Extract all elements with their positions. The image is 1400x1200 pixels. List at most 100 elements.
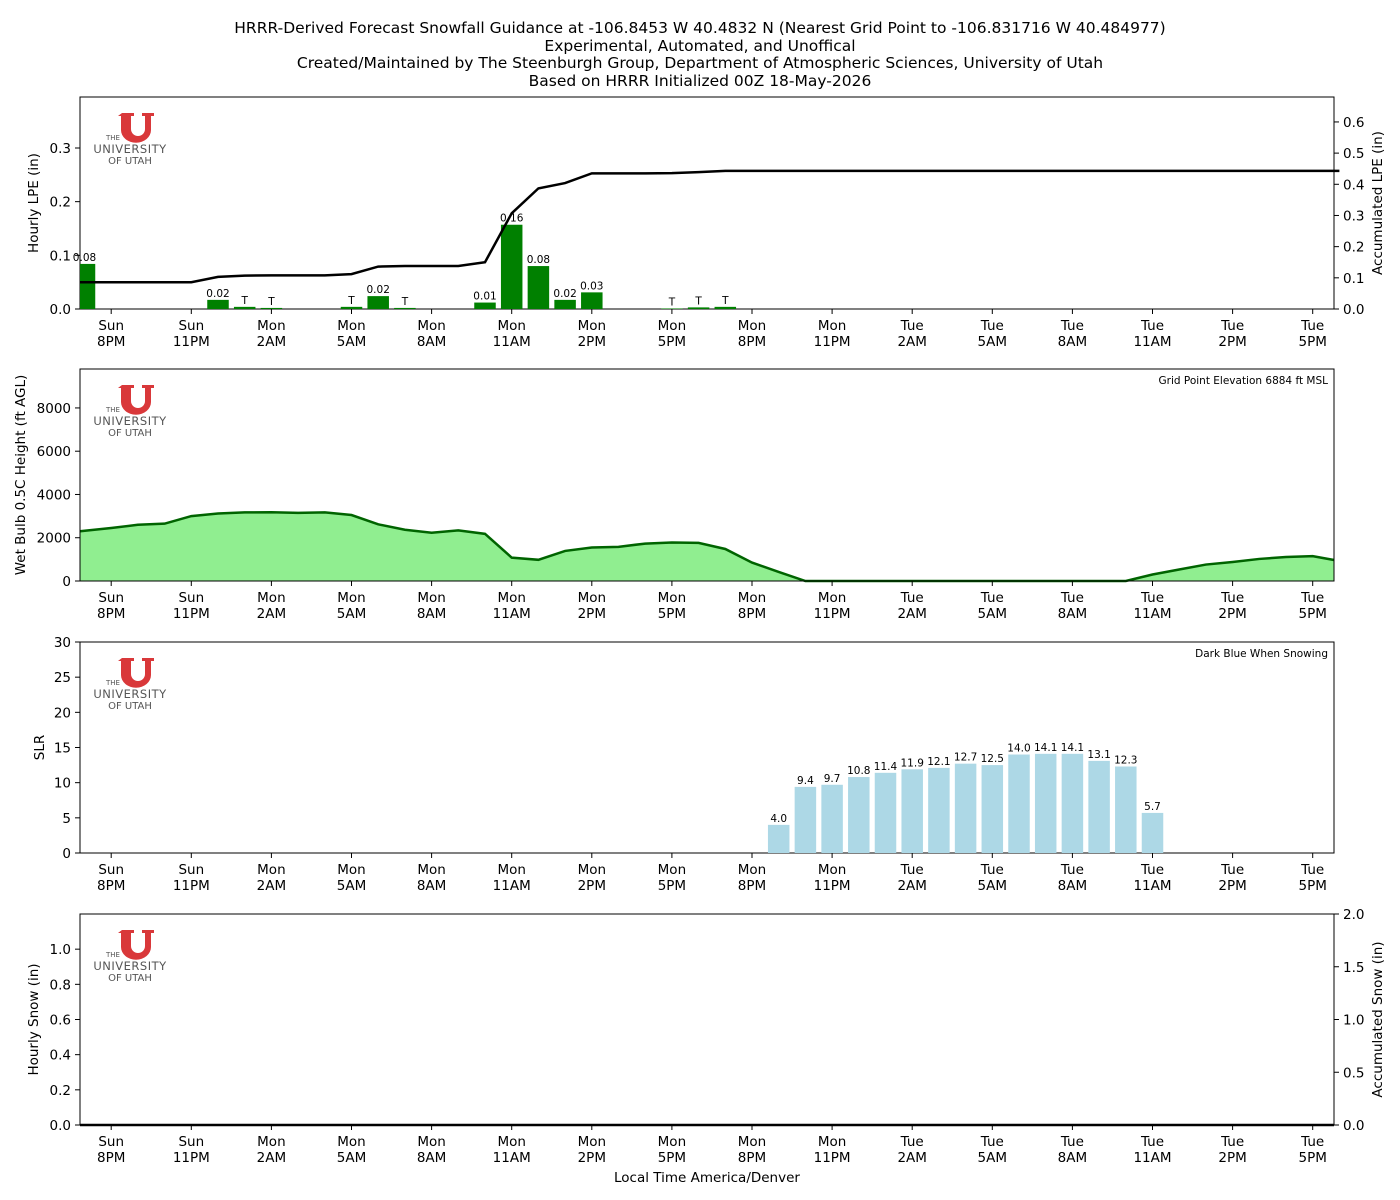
lpe-x-tick-label: Tue [980,318,1004,334]
lpe-bar [714,306,737,309]
slr-x-tick-label: 2PM [578,878,606,894]
lpe-x-tick-label: Mon [578,318,606,334]
snow-x-tick-label: 11PM [173,1150,210,1166]
slr-bar [1115,766,1137,853]
lpe-x-tick-label: Tue [900,318,924,334]
slr-x-tick-label: 8PM [97,878,125,894]
logo-text-university: UNIVERSITY [93,959,167,973]
logo-text-university: UNIVERSITY [93,414,167,428]
slr-x-tick-label: 8AM [417,878,446,894]
slr-x-tick-label: 2AM [897,878,926,894]
wetbulb-x-tick-label: Mon [738,590,766,606]
slr-x-tick-label: Tue [900,862,924,878]
slr-bar-label: 9.7 [824,773,841,785]
accumulated-lpe-line [80,169,1340,284]
wetbulb-x-tick-label: Mon [818,590,846,606]
snow-x-tick-label: Mon [417,1134,445,1150]
figure-title-line-3: Created/Maintained by The Steenburgh Gro… [296,54,1104,72]
lpe-x-tick-label: 11PM [173,334,210,350]
lpe-bar-label: 0.02 [206,288,229,300]
wetbulb-x-tick-label: 2PM [578,606,606,622]
logo-text-the: THE [105,679,120,687]
logo-text-the: THE [105,951,120,959]
lpe-x-tick-label: 2AM [257,334,286,350]
lpe-x-tick-label: Mon [337,318,365,334]
slr-x-tick-label: 5AM [337,878,366,894]
slr-bar [981,765,1004,853]
lpe-x-tick-label: 2AM [897,334,926,350]
figure-title-line-2: Experimental, Automated, and Unoffical [544,36,856,55]
snow-x-tick-label: 2AM [257,1150,286,1166]
slr-y-tick-label: 0 [62,846,71,862]
wetbulb-x-tick-label: Mon [578,590,606,606]
lpe-y-tick-label: 0.0 [50,302,71,318]
snow-x-tick-label: Mon [337,1134,365,1150]
lpe-x-tick-label: Tue [1060,318,1084,334]
dark-blue-when-snowing-annotation: Dark Blue When Snowing [1195,648,1328,660]
lpe-bar-label: T [240,295,248,307]
lpe-y2-tick-label: 0.5 [1343,146,1364,162]
snow-y-tick-label: 0.0 [50,1118,71,1134]
snow-panel-frame [79,913,1335,1126]
slr-x-tick-label: Sun [98,862,124,878]
slr-bar-label: 10.8 [847,765,870,777]
wetbulb-x-tick-label: Tue [980,590,1004,606]
slr-x-tick-label: 5PM [658,878,686,894]
wetbulb-x-tick-label: Sun [178,590,204,606]
snow-y2-tick-label: 2.0 [1343,907,1364,923]
snow-y2-tick-label: 0.5 [1343,1065,1364,1081]
slr-x-tick-label: 11PM [814,878,851,894]
lpe-x-tick-label: 8PM [738,334,766,350]
slr-x-tick-label: Tue [980,862,1004,878]
slr-y-tick-label: 20 [54,705,71,721]
slr-bar [1088,760,1110,853]
block-u-icon [118,930,154,960]
lpe-y-tick-label: 0.3 [50,141,71,157]
slr-bar-label: 12.3 [1114,754,1137,766]
lpe-bar [500,224,523,309]
lpe-y2-tick-label: 0.4 [1343,177,1364,193]
snow-x-tick-label: 11PM [814,1150,851,1166]
wetbulb-x-tick-label: 11PM [173,606,210,622]
snow-x-tick-label: Tue [1220,1134,1244,1150]
slr-bar [794,786,817,853]
wetbulb-x-tick-label: 2PM [1218,606,1246,622]
lpe-x-tick-label: 8AM [1058,334,1087,350]
lpe-x-tick-label: 11PM [814,334,851,350]
slr-x-tick-label: Tue [1060,862,1084,878]
block-u-icon [118,385,154,415]
logo-text-of-utah: OF UTAH [108,156,152,167]
lpe-bar [394,307,416,309]
lpe-bar-label: 0.08 [73,252,96,264]
lpe-bar-label: 0.03 [580,280,603,292]
lpe-bar-label: 0.02 [367,284,390,296]
slr-x-tick-label: Sun [178,862,204,878]
snow-y-tick-label: 0.4 [50,1048,71,1064]
x-axis-label: Local Time America/Denver [614,1170,800,1186]
slr-x-tick-label: Mon [497,862,525,878]
snow-x-tick-label: Tue [1060,1134,1084,1150]
wetbulb-x-tick-label: Tue [1140,590,1164,606]
snow-x-tick-label: 8PM [738,1150,766,1166]
figure-title-line-1: HRRR-Derived Forecast Snowfall Guidance … [234,19,1166,37]
logo-text-of-utah: OF UTAH [108,701,152,712]
lpe-x-tick-label: Tue [1140,318,1164,334]
lpe-bar [661,308,683,309]
snow-x-tick-label: 5PM [658,1150,686,1166]
snow-accumulated-axis-label: Accumulated Snow (in) [1370,941,1386,1097]
lpe-bar [527,266,550,309]
slr-bar-label: 14.0 [1007,743,1030,755]
wetbulb-x-tick-label: 8PM [97,606,125,622]
wetbulb-y-tick-label: 8000 [37,401,71,417]
slr-x-tick-label: Tue [1140,862,1164,878]
wetbulb-line [79,510,1335,583]
logo-text-university: UNIVERSITY [93,142,167,156]
lpe-x-tick-label: Mon [658,318,686,334]
block-u-icon [118,658,154,688]
lpe-y-tick-label: 0.2 [50,195,71,211]
wetbulb-x-tick-label: Tue [900,590,924,606]
slr-bar [1061,753,1084,853]
lpe-bar [581,292,603,309]
